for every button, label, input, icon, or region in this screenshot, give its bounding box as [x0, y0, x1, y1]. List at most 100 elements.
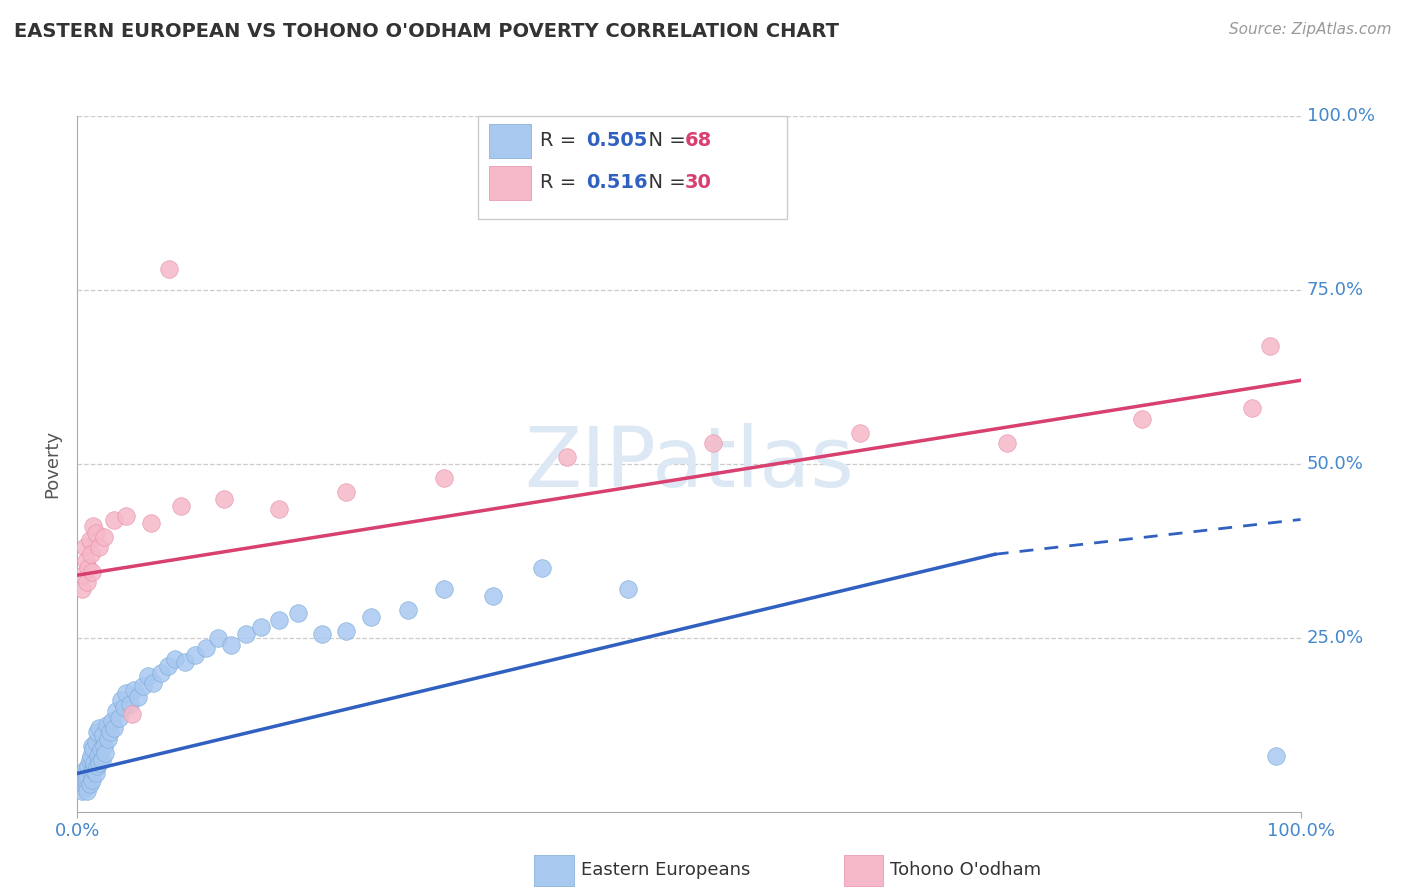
Point	[555, 450, 578, 464]
Point	[79, 753, 101, 767]
Point	[139, 516, 162, 530]
Point	[80, 766, 103, 780]
Point	[115, 686, 138, 700]
Point	[73, 541, 96, 555]
Point	[84, 526, 107, 541]
Point	[103, 512, 125, 526]
Point	[72, 568, 94, 582]
Point	[83, 756, 105, 770]
Point	[121, 707, 143, 722]
Point	[194, 641, 217, 656]
Point	[1258, 338, 1281, 352]
Y-axis label: Poverty: Poverty	[44, 430, 62, 498]
Point	[94, 746, 117, 760]
Point	[118, 697, 141, 711]
Point	[156, 658, 179, 673]
Point	[76, 784, 98, 798]
Text: 30: 30	[685, 173, 711, 193]
Point	[76, 770, 98, 784]
Point	[433, 582, 456, 596]
Point	[1265, 749, 1288, 764]
Point	[108, 711, 131, 725]
Point	[360, 610, 382, 624]
Point	[174, 655, 197, 669]
Point	[849, 425, 872, 440]
Point	[170, 499, 193, 513]
Point	[396, 603, 419, 617]
Point	[91, 728, 114, 742]
Point	[86, 759, 108, 773]
Point	[269, 614, 291, 628]
Point	[482, 589, 505, 603]
Point	[110, 693, 132, 707]
Point	[79, 777, 101, 791]
Point	[82, 742, 104, 756]
Point	[103, 721, 125, 735]
Point	[207, 631, 229, 645]
Point	[149, 665, 172, 680]
Point	[70, 784, 93, 798]
Text: N =: N =	[636, 173, 692, 193]
Point	[98, 724, 121, 739]
Point	[80, 547, 103, 561]
Point	[995, 436, 1018, 450]
Point	[1130, 411, 1153, 425]
Text: 50.0%: 50.0%	[1306, 455, 1364, 473]
Point	[75, 780, 97, 795]
Point	[132, 680, 155, 694]
Point	[165, 651, 187, 665]
Point	[617, 582, 640, 596]
Point	[136, 669, 159, 683]
Point	[97, 731, 120, 746]
Point	[82, 519, 104, 533]
Text: EASTERN EUROPEAN VS TOHONO O'ODHAM POVERTY CORRELATION CHART: EASTERN EUROPEAN VS TOHONO O'ODHAM POVER…	[14, 22, 839, 41]
Point	[96, 717, 118, 731]
Point	[84, 735, 107, 749]
Point	[702, 436, 724, 450]
Point	[77, 561, 100, 575]
Text: 0.516: 0.516	[586, 173, 648, 193]
Point	[184, 648, 207, 662]
Point	[73, 763, 96, 777]
Point	[89, 756, 111, 770]
Point	[90, 753, 112, 767]
Point	[89, 541, 111, 555]
Text: N =: N =	[636, 131, 692, 151]
Point	[84, 766, 107, 780]
Point	[75, 773, 97, 788]
Point	[72, 777, 94, 791]
Point	[100, 714, 122, 729]
Point	[82, 763, 104, 777]
Point	[531, 561, 554, 575]
Point	[1240, 401, 1263, 416]
Point	[112, 700, 135, 714]
Point	[105, 704, 128, 718]
Point	[80, 773, 103, 788]
Text: R =: R =	[540, 173, 589, 193]
Point	[87, 749, 110, 764]
Point	[212, 491, 235, 506]
Point	[80, 749, 103, 764]
Point	[335, 484, 357, 499]
Text: ZIPatlas: ZIPatlas	[524, 424, 853, 504]
Point	[70, 582, 93, 596]
Point	[127, 690, 149, 704]
Point	[76, 575, 98, 590]
Point	[80, 739, 103, 753]
Point	[80, 565, 103, 579]
Point	[122, 683, 145, 698]
Text: Tohono O'odham: Tohono O'odham	[890, 861, 1040, 879]
Point	[79, 533, 101, 548]
Text: Eastern Europeans: Eastern Europeans	[581, 861, 749, 879]
Point	[115, 508, 138, 523]
Text: 75.0%: 75.0%	[1306, 281, 1364, 299]
Text: R =: R =	[540, 131, 582, 151]
Point	[269, 502, 291, 516]
Point	[90, 742, 112, 756]
Point	[86, 724, 108, 739]
Point	[235, 627, 257, 641]
Point	[75, 766, 97, 780]
Point	[157, 262, 180, 277]
Point	[433, 471, 456, 485]
Text: 0.505: 0.505	[586, 131, 648, 151]
